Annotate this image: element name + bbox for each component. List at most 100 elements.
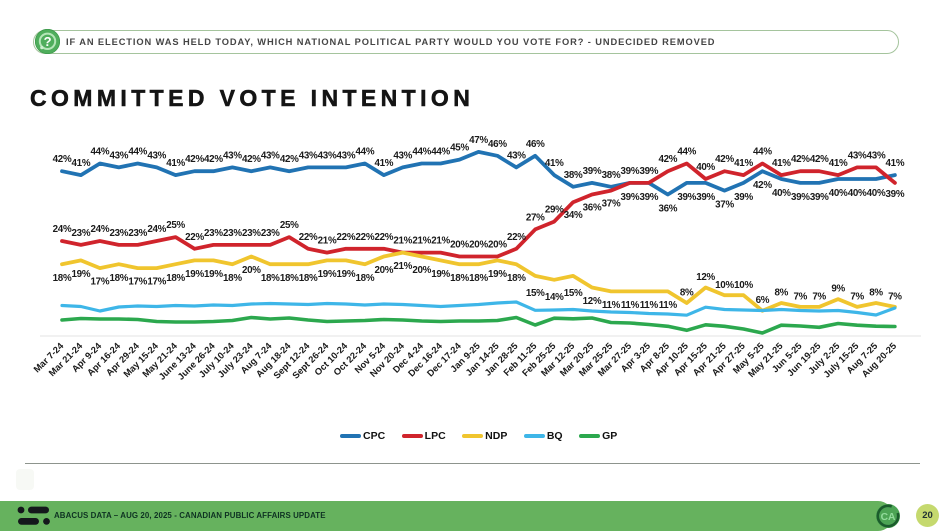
svg-text:22%: 22% [299, 232, 318, 243]
svg-text:44%: 44% [91, 147, 110, 158]
svg-text:20%: 20% [469, 240, 488, 251]
svg-text:39%: 39% [639, 192, 658, 203]
svg-text:18%: 18% [261, 273, 280, 284]
svg-text:7%: 7% [888, 291, 902, 302]
svg-text:42%: 42% [280, 154, 299, 165]
svg-text:21%: 21% [318, 236, 337, 247]
svg-text:39%: 39% [639, 166, 658, 177]
svg-text:44%: 44% [356, 147, 375, 158]
svg-text:43%: 43% [261, 150, 280, 161]
svg-text:18%: 18% [469, 273, 488, 284]
svg-text:39%: 39% [791, 192, 810, 203]
svg-text:10%: 10% [715, 280, 734, 291]
svg-text:38%: 38% [602, 170, 621, 181]
svg-text:20%: 20% [242, 265, 261, 276]
svg-text:42%: 42% [715, 154, 734, 165]
svg-text:24%: 24% [147, 224, 166, 235]
svg-text:41%: 41% [545, 158, 564, 169]
svg-text:41%: 41% [374, 158, 393, 169]
svg-text:36%: 36% [658, 204, 677, 215]
svg-text:43%: 43% [147, 150, 166, 161]
svg-text:40%: 40% [696, 162, 715, 173]
svg-text:10%: 10% [734, 280, 753, 291]
svg-text:43%: 43% [337, 150, 356, 161]
svg-text:38%: 38% [564, 170, 583, 181]
svg-text:17%: 17% [128, 277, 147, 288]
svg-text:25%: 25% [166, 220, 185, 231]
svg-text:21%: 21% [393, 261, 412, 272]
svg-text:12%: 12% [583, 296, 602, 307]
svg-text:22%: 22% [356, 232, 375, 243]
svg-text:42%: 42% [53, 154, 72, 165]
svg-text:43%: 43% [867, 150, 886, 161]
svg-text:15%: 15% [564, 288, 583, 299]
svg-text:6%: 6% [756, 295, 770, 306]
svg-text:42%: 42% [204, 154, 223, 165]
svg-text:18%: 18% [507, 273, 526, 284]
svg-text:34%: 34% [564, 210, 583, 221]
svg-text:40%: 40% [867, 188, 886, 199]
svg-text:43%: 43% [507, 150, 526, 161]
svg-text:22%: 22% [337, 232, 356, 243]
svg-text:37%: 37% [715, 200, 734, 211]
svg-text:23%: 23% [261, 228, 280, 239]
svg-text:20%: 20% [488, 240, 507, 251]
svg-text:44%: 44% [412, 147, 431, 158]
svg-text:22%: 22% [185, 232, 204, 243]
svg-text:19%: 19% [431, 269, 450, 280]
svg-text:15%: 15% [526, 288, 545, 299]
svg-text:22%: 22% [374, 232, 393, 243]
svg-text:8%: 8% [775, 288, 789, 299]
svg-text:42%: 42% [791, 154, 810, 165]
svg-text:43%: 43% [318, 150, 337, 161]
svg-text:41%: 41% [734, 158, 753, 169]
svg-text:9%: 9% [831, 284, 845, 295]
svg-text:19%: 19% [72, 269, 91, 280]
svg-text:17%: 17% [147, 277, 166, 288]
svg-text:23%: 23% [128, 228, 147, 239]
svg-text:?: ? [44, 34, 52, 49]
svg-text:41%: 41% [72, 158, 91, 169]
svg-text:17%: 17% [91, 277, 110, 288]
svg-text:21%: 21% [412, 236, 431, 247]
svg-text:44%: 44% [431, 147, 450, 158]
svg-text:43%: 43% [848, 150, 867, 161]
svg-text:42%: 42% [242, 154, 261, 165]
svg-text:23%: 23% [242, 228, 261, 239]
svg-text:47%: 47% [469, 135, 488, 146]
svg-text:18%: 18% [280, 273, 299, 284]
svg-text:7%: 7% [850, 291, 864, 302]
svg-text:44%: 44% [128, 147, 147, 158]
svg-text:39%: 39% [621, 166, 640, 177]
svg-text:39%: 39% [583, 166, 602, 177]
svg-text:43%: 43% [393, 150, 412, 161]
svg-text:40%: 40% [772, 188, 791, 199]
svg-text:18%: 18% [109, 273, 128, 284]
svg-text:41%: 41% [829, 158, 848, 169]
svg-text:41%: 41% [166, 158, 185, 169]
svg-text:19%: 19% [185, 269, 204, 280]
svg-text:20%: 20% [374, 265, 393, 276]
svg-text:45%: 45% [450, 143, 469, 154]
svg-text:CA: CA [881, 512, 896, 523]
svg-text:43%: 43% [109, 150, 128, 161]
svg-text:8%: 8% [869, 288, 883, 299]
svg-text:23%: 23% [109, 228, 128, 239]
svg-text:20%: 20% [450, 240, 469, 251]
svg-text:7%: 7% [794, 291, 808, 302]
svg-text:11%: 11% [640, 300, 659, 311]
svg-text:29%: 29% [545, 205, 564, 216]
svg-text:42%: 42% [810, 154, 829, 165]
svg-text:24%: 24% [53, 224, 72, 235]
svg-text:39%: 39% [734, 192, 753, 203]
svg-text:23%: 23% [204, 228, 223, 239]
svg-text:20%: 20% [412, 265, 431, 276]
svg-text:27%: 27% [526, 212, 545, 223]
svg-text:12%: 12% [696, 272, 715, 283]
svg-text:41%: 41% [886, 158, 905, 169]
svg-text:39%: 39% [677, 192, 696, 203]
svg-text:39%: 39% [886, 189, 905, 200]
svg-text:40%: 40% [848, 188, 867, 199]
svg-text:18%: 18% [53, 273, 72, 284]
svg-text:18%: 18% [356, 273, 375, 284]
